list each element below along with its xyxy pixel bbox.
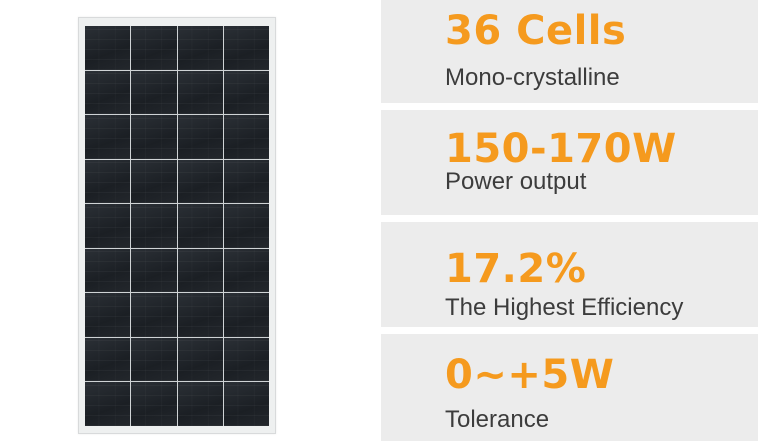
solar-cell [85, 204, 131, 248]
solar-cell [85, 248, 131, 293]
solar-cell [131, 337, 177, 382]
solar-cell [223, 115, 270, 159]
solar-cell [177, 337, 224, 382]
solar-cell [177, 26, 224, 70]
solar-cell [177, 293, 224, 337]
solar-cell [131, 115, 177, 159]
solar-cell [131, 26, 177, 70]
feature-label: Mono-crystalline [445, 64, 620, 91]
feature-value: 150-170W [445, 126, 677, 172]
solar-panel-image [78, 17, 276, 434]
feature-card-cells: 36 Cells Mono-crystalline [381, 0, 758, 103]
feature-value: 36 Cells [445, 8, 627, 54]
solar-cell [131, 70, 177, 115]
solar-cell [85, 293, 131, 337]
solar-cell [131, 293, 177, 337]
solar-cell [223, 382, 270, 426]
feature-card-tolerance: 0~+5W Tolerance [381, 334, 758, 441]
solar-cell [131, 248, 177, 293]
solar-cell [177, 204, 224, 248]
solar-cell [131, 382, 177, 426]
solar-cell [85, 70, 131, 115]
solar-cell [131, 159, 177, 204]
solar-cell [223, 26, 270, 70]
feature-card-efficiency: 17.2% The Highest Efficiency [381, 222, 758, 327]
solar-cell [177, 382, 224, 426]
feature-label: Power output [445, 168, 587, 195]
solar-cell [223, 159, 270, 204]
feature-value: 0~+5W [445, 352, 615, 398]
solar-cell [85, 159, 131, 204]
solar-cell [223, 204, 270, 248]
solar-cell [223, 70, 270, 115]
feature-list: 36 Cells Mono-crystalline 150-170W Power… [379, 0, 759, 441]
feature-value: 17.2% [445, 246, 587, 292]
solar-cell [177, 70, 224, 115]
solar-cell [85, 26, 131, 70]
solar-cell [85, 382, 131, 426]
feature-label: Tolerance [445, 406, 550, 433]
feature-label: The Highest Efficiency [445, 294, 684, 321]
solar-cell [85, 337, 131, 382]
solar-cell [131, 204, 177, 248]
solar-cell [223, 337, 270, 382]
solar-cell [177, 115, 224, 159]
solar-cell [177, 159, 224, 204]
solar-cell [85, 115, 131, 159]
solar-cell-grid [85, 26, 270, 426]
solar-cell [223, 293, 270, 337]
product-image-area [0, 0, 379, 441]
solar-cell [177, 248, 224, 293]
solar-cell [223, 248, 270, 293]
feature-card-power: 150-170W Power output [381, 110, 758, 215]
